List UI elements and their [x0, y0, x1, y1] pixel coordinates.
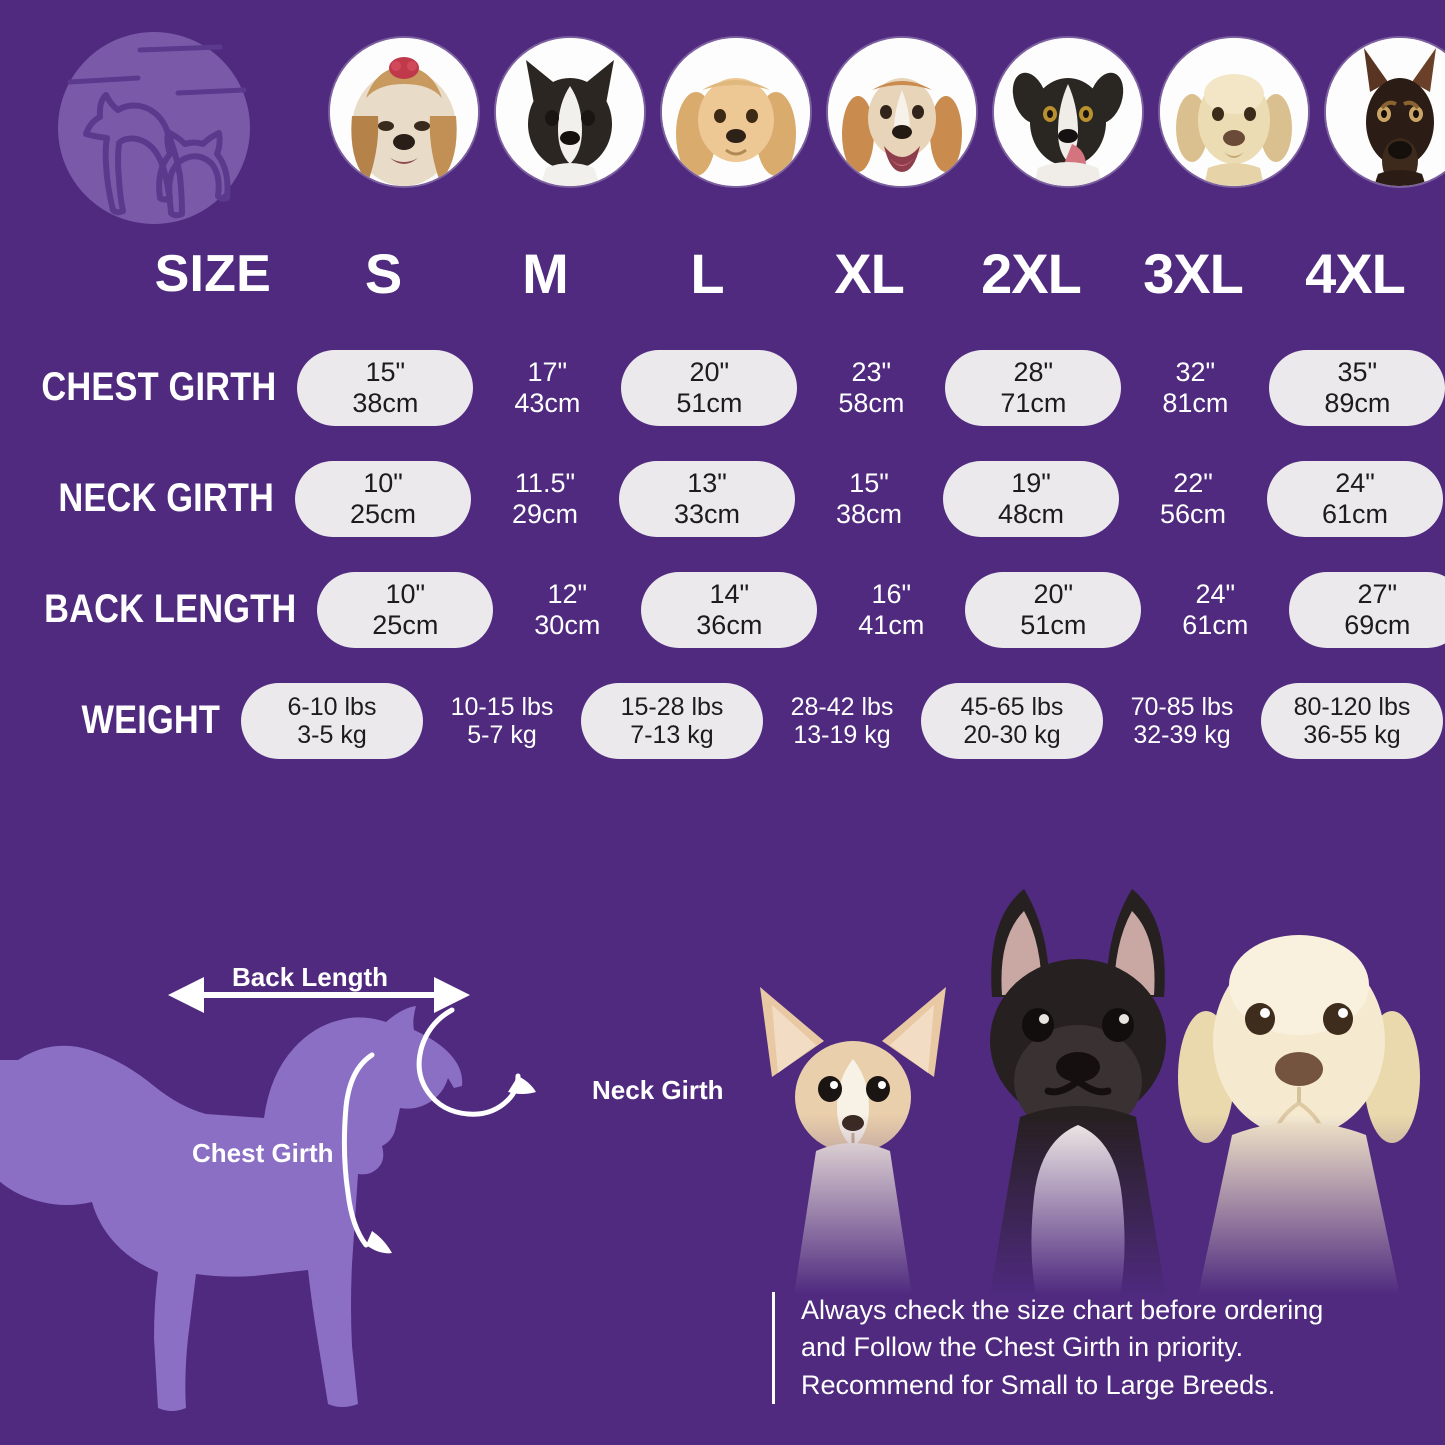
breed-circle-doberman: [1326, 38, 1445, 186]
size-note: Always check the size chart before order…: [772, 1292, 1432, 1404]
row-label-weight: WEIGHT: [81, 698, 221, 743]
bottom-breed-photos: [720, 845, 1445, 1295]
cell-chest-s: 15" 38cm: [297, 349, 474, 426]
cell-weight-m: 10-15 lbs 5-7 kg: [450, 692, 554, 749]
size-corner-label: SIZE: [154, 245, 271, 304]
size-header-3xl: 3XL: [1143, 242, 1244, 305]
table-row-weight: WEIGHT 6-10 lbs 3-5 kg 10-15 lbs 5-7 kg 15…: [0, 682, 1445, 759]
cell-weight-s: 6-10 lbs 3-5 kg: [241, 682, 423, 759]
photo-french-bulldog: [990, 889, 1166, 1295]
table-row-chest-girth: CHEST GIRTH 15" 38cm 17" 43cm 20" 51cm 23" 5…: [0, 349, 1445, 426]
breed-photo-strip: [330, 38, 1445, 186]
cell-weight-xl: 28-42 lbs 13-19 kg: [790, 692, 894, 749]
cell-chest-xl: 23" 58cm: [838, 357, 905, 418]
cell-neck-m: 11.5" 29cm: [511, 468, 579, 529]
size-header-l: L: [690, 242, 724, 305]
breed-circle-shih-tzu: [330, 38, 478, 186]
measurement-diagram: [0, 855, 760, 1445]
dog-cat-logo-icon: [58, 32, 250, 224]
breed-circle-labrador: [1160, 38, 1308, 186]
cell-neck-2xl: 19" 48cm: [943, 460, 1119, 537]
breed-circle-beagle: [828, 38, 976, 186]
cell-back-s: 10" 25cm: [317, 571, 494, 648]
cell-weight-4xl: 80-120 lbs 36-55 kg: [1261, 682, 1443, 759]
cell-back-l: 14" 36cm: [641, 571, 818, 648]
size-header-xl: XL: [834, 242, 905, 305]
cell-neck-xl: 15" 38cm: [835, 468, 903, 529]
cell-chest-3xl: 32" 81cm: [1162, 357, 1229, 418]
cell-weight-2xl: 45-65 lbs 20-30 kg: [921, 682, 1103, 759]
photo-labrador: [1178, 935, 1420, 1295]
row-label-chest-girth: CHEST GIRTH: [41, 365, 277, 410]
cell-back-2xl: 20" 51cm: [965, 571, 1142, 648]
cell-chest-2xl: 28" 71cm: [945, 349, 1122, 426]
cell-neck-l: 13" 33cm: [619, 460, 795, 537]
back-length-arrow: [168, 977, 470, 1013]
cell-chest-4xl: 35" 89cm: [1269, 349, 1445, 426]
cell-back-3xl: 24" 61cm: [1182, 579, 1249, 640]
diagram-label-neck-girth: Neck Girth: [592, 1075, 724, 1105]
cell-neck-3xl: 22" 56cm: [1159, 468, 1227, 529]
breed-circle-boston-terrier: [496, 38, 644, 186]
cell-chest-l: 20" 51cm: [621, 349, 798, 426]
cell-neck-4xl: 24" 61cm: [1267, 460, 1443, 537]
cell-weight-l: 15-28 lbs 7-13 kg: [581, 682, 763, 759]
size-header-s: S: [364, 242, 402, 305]
cell-weight-3xl: 70-85 lbs 32-39 kg: [1130, 692, 1234, 749]
cell-back-xl: 16" 41cm: [858, 579, 925, 640]
note-line-1: Always check the size chart before order…: [801, 1295, 1324, 1325]
cell-back-m: 12" 30cm: [534, 579, 601, 640]
note-line-3: Recommend for Small to Large Breeds.: [801, 1369, 1276, 1400]
breed-circle-border-collie: [994, 38, 1142, 186]
note-line-2: and Follow the Chest Girth in priority.: [801, 1332, 1244, 1363]
row-label-back-length: BACK LENGTH: [44, 587, 297, 632]
size-table: SIZE S M L XL 2XL 3XL 4XL CHEST GIRTH 15…: [0, 242, 1445, 759]
cell-chest-m: 17" 43cm: [514, 357, 581, 418]
photo-chihuahua: [760, 987, 946, 1295]
table-row-back-length: BACK LENGTH 10" 25cm 12" 30cm 14" 36cm 16" 4…: [0, 571, 1445, 648]
cell-back-4xl: 27" 69cm: [1289, 571, 1445, 648]
size-header-2xl: 2XL: [981, 242, 1082, 305]
diagram-label-chest-girth: Chest Girth: [192, 1138, 334, 1168]
table-header-row: SIZE S M L XL 2XL 3XL 4XL: [0, 242, 1445, 306]
breed-circle-cocker-spaniel: [662, 38, 810, 186]
diagram-label-back-length: Back Length: [232, 962, 389, 992]
size-header-4xl: 4XL: [1305, 242, 1406, 305]
cell-neck-s: 10" 25cm: [295, 460, 471, 537]
size-header-m: M: [522, 242, 569, 305]
table-row-neck-girth: NECK GIRTH 10" 25cm 11.5" 29cm 13" 33cm 15"…: [0, 460, 1445, 537]
brand-logo: [52, 26, 257, 231]
row-label-neck-girth: NECK GIRTH: [58, 476, 275, 521]
